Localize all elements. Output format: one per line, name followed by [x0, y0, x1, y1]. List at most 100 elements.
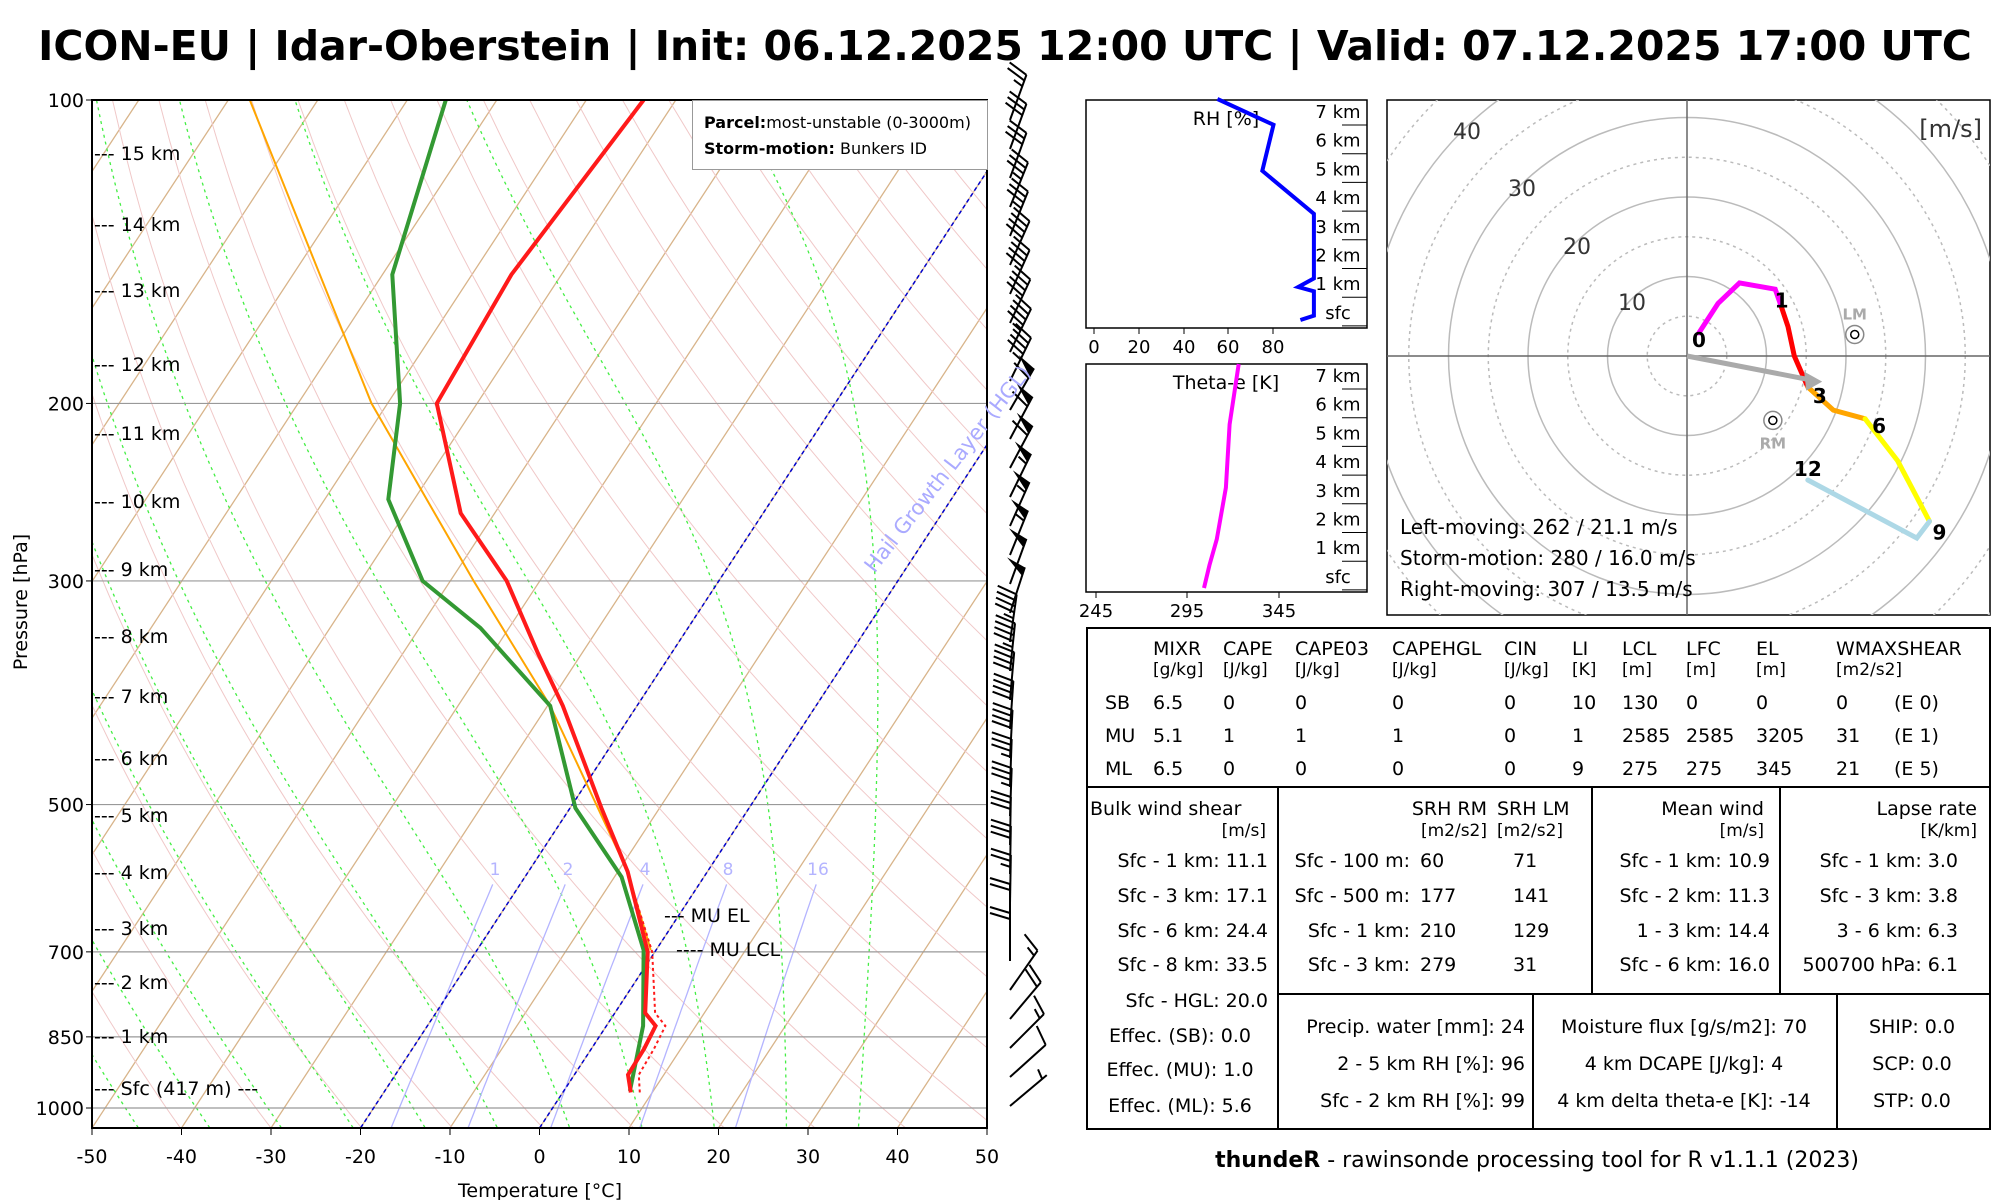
bulk-shear-row: Sfc - 8 km: 33.5 [1117, 954, 1268, 976]
param-value: 0 [1392, 692, 1405, 714]
height-label: --- 15 km [94, 143, 180, 165]
param-header: LFC [1686, 638, 1721, 660]
mixing-ratio-line [467, 884, 566, 1128]
moist-adiabat [466, 100, 788, 1128]
isotherm [628, 580, 987, 1128]
legend-storm-value: Bunkers ID [840, 139, 927, 158]
param-value: (E 0) [1894, 692, 1939, 714]
hodograph-segment [1805, 384, 1868, 422]
parameter-table [1086, 627, 1991, 1130]
temperature-tick-label: 10 [617, 1146, 641, 1168]
wind-barb [1008, 528, 1028, 585]
param-value: 1 [1392, 725, 1405, 747]
isotherm [92, 100, 498, 720]
mixing-ratio-label: 1 [490, 860, 501, 880]
param-value: 6.5 [1153, 692, 1184, 714]
dry-adiabat [92, 392, 544, 1128]
moisture-row: Sfc - 2 km RH [%]: 99 [1320, 1090, 1525, 1112]
page-title: ICON-EU | Idar-Oberstein | Init: 06.12.2… [38, 22, 1972, 70]
lapse-rate-units: [K/km] [1920, 821, 1977, 841]
storm-motion-arrowhead [1804, 371, 1823, 391]
wind-barb [1009, 1025, 1047, 1078]
moist-adiabat [92, 539, 426, 1128]
x-tick-label: 60 [1217, 337, 1240, 358]
param-value: 3205 [1756, 725, 1805, 747]
height-label: --- Sfc (417 m) --- [94, 1078, 258, 1100]
legend-storm: Storm-motion: Bunkers ID [704, 138, 927, 160]
param-value: 345 [1756, 758, 1793, 780]
pressure-tick-label: 700 [48, 942, 84, 964]
x-tick-label: 245 [1079, 601, 1113, 622]
mean-wind-row: Sfc - 2 km: 11.3 [1619, 885, 1770, 907]
param-value: 130 [1622, 692, 1659, 714]
x-tick-label: 0 [1088, 337, 1099, 358]
table-divider [1532, 993, 1534, 1129]
pressure-tick-label: 200 [48, 393, 84, 415]
mixing-ratio-label: 2 [563, 860, 574, 880]
param-value: 0 [1223, 758, 1236, 780]
bulk-shear-units: [m/s] [1221, 821, 1266, 841]
param-header: CAPE03 [1295, 638, 1369, 660]
hodograph-segment [1862, 416, 1932, 524]
wind-barb [1004, 119, 1028, 179]
height-mark: 12 [1794, 457, 1822, 481]
param-value: 0 [1504, 692, 1517, 714]
dry-adiabat [343, 100, 987, 978]
height-label: sfc [1325, 567, 1351, 588]
footer: thundeR - rawinsonde processing tool for… [1215, 1148, 1859, 1173]
param-value: 0 [1504, 758, 1517, 780]
param-value: 0 [1686, 692, 1699, 714]
rh-curve [1216, 97, 1316, 322]
srh-lm-value: 31 [1513, 954, 1538, 976]
param-row-label: MU [1105, 725, 1136, 747]
srh-lm-value: 71 [1513, 850, 1538, 872]
height-label: --- 10 km [94, 491, 180, 513]
dry-adiabat [390, 100, 987, 908]
mixing-ratio-label: 4 [640, 860, 651, 880]
bulk-shear-row: Sfc - 6 km: 24.4 [1117, 920, 1268, 942]
x-tick-label: 20 [1128, 337, 1151, 358]
pressure-tick-label: 500 [48, 795, 84, 817]
param-value: 0 [1504, 725, 1517, 747]
height-label: --- 13 km [94, 280, 180, 302]
param-value: 0 [1836, 692, 1849, 714]
table-divider [1277, 993, 1991, 995]
param-value: 31 [1836, 725, 1861, 747]
legend-parcel: Parcel:most-unstable (0-3000m) [704, 112, 971, 134]
wind-barb [989, 877, 1011, 932]
param-value: 0 [1756, 692, 1769, 714]
dry-adiabat [482, 100, 987, 773]
storm-motion-line: Left-moving: 262 / 21.1 m/s [1400, 515, 1678, 539]
footer-description: - rawinsonde processing tool for R v1.1.… [1320, 1148, 1859, 1173]
dry-adiabat [251, 100, 987, 1121]
bunkers-marker [1763, 410, 1783, 431]
srh-row-label: Sfc - 100 m: [1294, 850, 1410, 872]
srh-rm-title: SRH RM [1411, 798, 1487, 820]
dry-adiabat [297, 100, 987, 1049]
mu-el-label: --- MU EL [664, 905, 750, 927]
param-value: 6.5 [1153, 758, 1184, 780]
mixing-ratio-line [734, 884, 817, 1128]
mixing-ratio-line [390, 884, 494, 1128]
isotherm [92, 100, 408, 583]
isotherm [92, 100, 677, 993]
param-header: LCL [1622, 638, 1657, 660]
temperature-tick-label: -30 [255, 1146, 286, 1168]
bunkers-marker-dot [1849, 329, 1860, 340]
wind-barb [1009, 1069, 1048, 1107]
hodograph-ring [1387, 100, 1990, 615]
height-label: sfc [1325, 303, 1351, 324]
mu-lcl-label: ---- MU LCL [676, 939, 781, 961]
moist-adiabat [92, 818, 283, 1128]
x-axis-title: Temperature [°C] [457, 1180, 622, 1200]
table-divider [1277, 786, 1279, 1129]
height-label: 7 km [1315, 102, 1360, 123]
temperature-tick-label: -20 [345, 1146, 376, 1168]
isotherm [92, 100, 766, 1128]
srh-rm-value: 177 [1420, 885, 1457, 907]
flux-row: Moisture flux [g/s/m2]: 70 [1561, 1016, 1807, 1038]
ring-label: 40 [1453, 120, 1481, 145]
srh-lm-value: 141 [1513, 885, 1550, 907]
temperature-tick-label: -50 [76, 1146, 107, 1168]
panel-frame [1085, 99, 1368, 329]
